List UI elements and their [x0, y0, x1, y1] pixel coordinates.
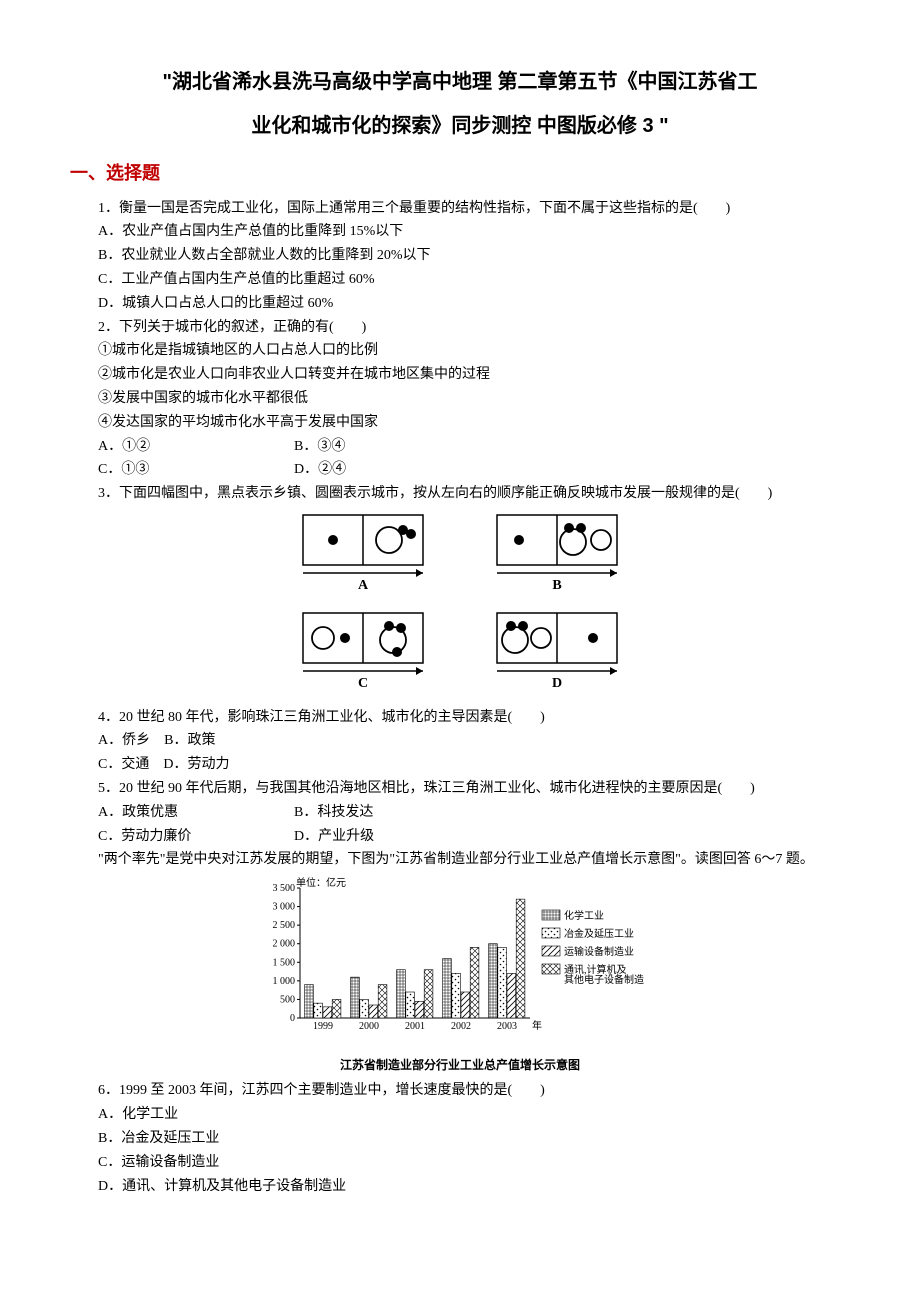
svg-text:A: A — [358, 578, 369, 593]
q1-opt-d: D．城镇人口占总人口的比重超过 60% — [70, 292, 850, 316]
q3-figure-row-2: C D — [70, 608, 850, 702]
svg-text:其他电子设备制造: 其他电子设备制造 — [564, 973, 644, 986]
q2-s3: ③发展中国家的城市化水平都很低 — [70, 387, 850, 411]
q5-opt-d: D．产业升级 — [294, 825, 374, 849]
q6-opt-c: C．运输设备制造业 — [70, 1151, 850, 1175]
q4-stem: 4．20 世纪 80 年代，影响珠江三角洲工业化、城市化的主导因素是( ) — [70, 706, 850, 730]
section-1-heading: 一、选择题 — [70, 158, 850, 189]
svg-text:2001: 2001 — [405, 1021, 425, 1032]
q2-s4: ④发达国家的平均城市化水平高于发展中国家 — [70, 411, 850, 435]
q3-figure-row-1: A B — [70, 510, 850, 604]
svg-text:冶金及延压工业: 冶金及延压工业 — [564, 927, 634, 940]
q2-opt-a: A．①② — [98, 435, 294, 459]
q1-opt-b: B．农业就业人数占全部就业人数的比重降到 20%以下 — [70, 244, 850, 268]
q2-opt-c: C．①③ — [98, 458, 294, 482]
q6-opt-d: D．通讯、计算机及其他电子设备制造业 — [70, 1175, 850, 1199]
svg-text:C: C — [358, 676, 368, 691]
svg-text:2003: 2003 — [497, 1021, 517, 1032]
q4-opt-c: C．交通 D．劳动力 — [98, 753, 294, 777]
q6-opt-a: A．化学工业 — [70, 1103, 850, 1127]
svg-text:2000: 2000 — [359, 1021, 379, 1032]
svg-text:3 500: 3 500 — [273, 883, 296, 894]
q1-opt-a: A．农业产值占国内生产总值的比重降到 15%以下 — [70, 220, 850, 244]
q6-opt-b: B．冶金及延压工业 — [70, 1127, 850, 1151]
q3-diagram-c: C — [298, 608, 428, 693]
q4-opt-a: A．侨乡 B．政策 — [98, 729, 294, 753]
svg-text:2 000: 2 000 — [273, 939, 296, 950]
svg-text:化学工业: 化学工业 — [564, 909, 604, 922]
q5-opt-a: A．政策优惠 — [98, 801, 294, 825]
q3-stem: 3．下面四幅图中，黑点表示乡镇、圆圈表示城市，按从左向右的顺序能正确反映城市发展… — [70, 482, 850, 506]
svg-text:2 500: 2 500 — [273, 920, 296, 931]
svg-text:年: 年 — [532, 1019, 542, 1032]
q2-s1: ①城市化是指城镇地区的人口占总人口的比例 — [70, 339, 850, 363]
q3-diagram-b: B — [492, 510, 622, 595]
svg-text:1 000: 1 000 — [273, 976, 296, 987]
svg-text:1 500: 1 500 — [273, 957, 296, 968]
svg-text:3 000: 3 000 — [273, 902, 296, 913]
svg-text:500: 500 — [280, 995, 295, 1006]
q2-opt-d: D．②④ — [294, 458, 346, 482]
q5-stem: 5．20 世纪 90 年代后期，与我国其他沿海地区相比，珠江三角洲工业化、城市化… — [70, 777, 850, 801]
q2-opt-b: B．③④ — [294, 435, 345, 459]
svg-text:2002: 2002 — [451, 1021, 471, 1032]
title-line-1: "湖北省浠水县洗马高级中学高中地理 第二章第五节《中国江苏省工 — [70, 60, 850, 104]
q2-s2: ②城市化是农业人口向非农业人口转变并在城市地区集中的过程 — [70, 363, 850, 387]
q5-opt-c: C．劳动力廉价 — [98, 825, 294, 849]
q5-opt-b: B．科技发达 — [294, 801, 373, 825]
q6-stem: 6．1999 至 2003 年间，江苏四个主要制造业中，增长速度最快的是( ) — [70, 1079, 850, 1103]
q1-stem: 1．衡量一国是否完成工业化，国际上通常用三个最重要的结构性指标，下面不属于这些指… — [70, 197, 850, 221]
q6-7-intro: "两个率先"是党中央对江苏发展的期望，下图为"江苏省制造业部分行业工业总产值增长… — [70, 848, 850, 872]
title-line-2: 业化和城市化的探索》同步测控 中图版必修 3 " — [70, 104, 850, 148]
svg-text:运输设备制造业: 运输设备制造业 — [564, 945, 634, 958]
q1-opt-c: C．工业产值占国内生产总值的比重超过 60% — [70, 268, 850, 292]
svg-text:0: 0 — [290, 1013, 295, 1024]
chart-caption: 江苏省制造业部分行业工业总产值增长示意图 — [70, 1055, 850, 1075]
q3-diagram-a: A — [298, 510, 428, 595]
q3-diagram-d: D — [492, 608, 622, 693]
svg-text:B: B — [552, 578, 561, 593]
svg-text:1999: 1999 — [313, 1021, 333, 1032]
jiangsu-chart: 单位：亿元 0 500 1 000 1 500 2 000 2 500 3 000 3 500 1… — [250, 876, 670, 1046]
svg-text:D: D — [552, 676, 562, 691]
q2-stem: 2．下列关于城市化的叙述，正确的有( ) — [70, 316, 850, 340]
svg-text:单位：亿元: 单位：亿元 — [296, 876, 346, 889]
